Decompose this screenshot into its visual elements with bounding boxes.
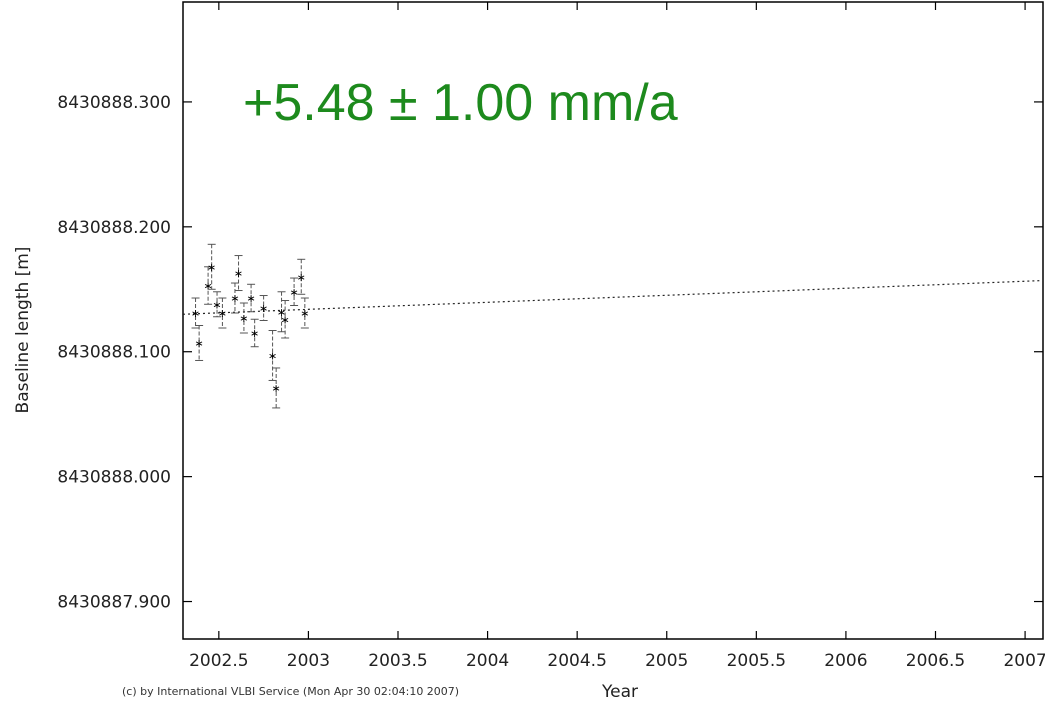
point-marker: ∗ xyxy=(207,261,216,274)
plot-frame xyxy=(182,1,1044,640)
point-marker: ∗ xyxy=(230,292,239,305)
data-point: ∗ xyxy=(191,297,200,329)
trend-line xyxy=(182,279,1044,315)
y-tick-label: 8430888.000 xyxy=(57,468,171,488)
x-tick-label: 2003.5 xyxy=(368,651,427,671)
point-marker: ∗ xyxy=(234,267,243,280)
x-tick-label: 2004 xyxy=(466,651,509,671)
point-marker: ∗ xyxy=(281,313,290,326)
point-marker: ∗ xyxy=(289,286,298,299)
point-marker: ∗ xyxy=(259,302,268,315)
data-point: ∗ xyxy=(203,266,213,305)
point-marker: ∗ xyxy=(203,280,212,293)
x-tick-label: 2006 xyxy=(824,651,867,671)
x-tick-label: 2004.5 xyxy=(547,651,606,671)
point-marker: ∗ xyxy=(272,382,281,395)
y-tick-label: 8430888.200 xyxy=(57,218,171,238)
point-marker: ∗ xyxy=(218,307,227,320)
data-point: ∗ xyxy=(297,258,306,295)
data-point: ∗ xyxy=(289,277,299,307)
data-point: ∗ xyxy=(218,297,227,329)
point-marker: ∗ xyxy=(246,292,255,305)
data-point: ∗ xyxy=(195,324,204,361)
x-tick-label: 2005 xyxy=(645,651,688,671)
point-marker: ∗ xyxy=(250,327,259,340)
point-marker: ∗ xyxy=(300,307,309,320)
x-tick-label: 2005.5 xyxy=(727,651,786,671)
y-axis-title: Baseline length [m] xyxy=(13,247,33,414)
y-tick-label: 8430887.900 xyxy=(57,593,171,613)
data-point: ∗ xyxy=(259,295,268,321)
data-point: ∗ xyxy=(246,283,256,313)
x-tick-label: 2002.5 xyxy=(189,651,248,671)
y-tick-label: 8430888.300 xyxy=(57,93,171,113)
data-point: ∗ xyxy=(250,318,259,348)
data-point: ∗ xyxy=(234,255,243,292)
x-tick-label: 2003 xyxy=(287,651,330,671)
trend-layer xyxy=(182,279,1044,315)
x-tick-label: 2006.5 xyxy=(906,651,965,671)
data-point: ∗ xyxy=(277,291,286,333)
point-marker: ∗ xyxy=(239,312,248,325)
point-marker: ∗ xyxy=(297,271,306,284)
data-point: ∗ xyxy=(268,329,277,381)
point-marker: ∗ xyxy=(212,298,221,311)
credit-text: (c) by International VLBI Service (Mon A… xyxy=(122,685,459,698)
data-point: ∗ xyxy=(272,367,281,409)
x-tick-label: 2007 xyxy=(1003,651,1045,671)
data-point: ∗ xyxy=(207,243,216,290)
y-tick-label: 8430888.100 xyxy=(57,343,171,363)
point-marker: ∗ xyxy=(191,307,200,320)
points-layer: ∗∗∗∗∗∗∗∗∗∗∗∗∗∗∗∗∗∗∗ xyxy=(191,243,309,409)
ticks-layer: 2002.5 2003 2003.5 2004 2004.5 2005 2005.5 2006… xyxy=(57,2,1045,671)
x-axis-title: Year xyxy=(601,682,638,701)
data-point: ∗ xyxy=(281,300,290,339)
rate-annotation: +5.48 ± 1.00 mm/a xyxy=(243,74,678,132)
point-marker: ∗ xyxy=(277,306,286,319)
point-marker: ∗ xyxy=(268,349,277,362)
data-point: ∗ xyxy=(230,282,240,314)
data-point: ∗ xyxy=(300,297,309,329)
data-point: ∗ xyxy=(239,302,249,334)
point-marker: ∗ xyxy=(195,337,204,350)
data-point: ∗ xyxy=(212,291,222,318)
